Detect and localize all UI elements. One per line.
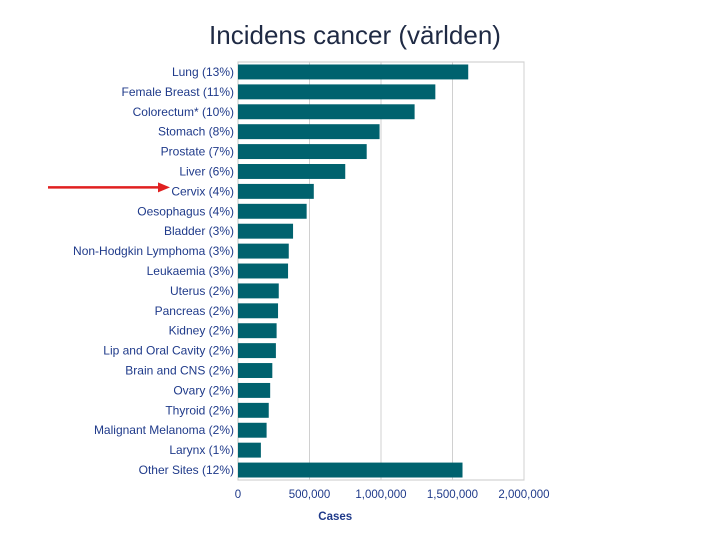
x-tick-label: 1,500,000 bbox=[427, 489, 478, 501]
category-label: Leukaemia (3%) bbox=[147, 264, 234, 278]
bar bbox=[238, 283, 279, 299]
category-label: Stomach (8%) bbox=[158, 125, 234, 139]
category-label: Ovary (2%) bbox=[173, 383, 234, 397]
category-label: Female Breast (11%) bbox=[122, 85, 234, 99]
category-label: Uterus (2%) bbox=[170, 284, 234, 298]
category-label: Lung (13%) bbox=[172, 65, 234, 79]
category-label: Larynx (1%) bbox=[169, 443, 234, 457]
bar bbox=[238, 144, 367, 160]
x-tick-label: 0 bbox=[235, 489, 241, 501]
bar bbox=[238, 402, 269, 418]
category-label: Other Sites (12%) bbox=[139, 463, 234, 477]
bar bbox=[238, 164, 346, 179]
category-label: Bladder (3%) bbox=[164, 224, 234, 238]
bar bbox=[238, 223, 294, 239]
x-tick-label: 1,000,000 bbox=[355, 489, 406, 501]
bar bbox=[238, 64, 469, 80]
bar bbox=[238, 382, 271, 398]
category-label: Malignant Melanoma (2%) bbox=[94, 423, 234, 437]
category-label: Cervix (4%) bbox=[171, 184, 234, 198]
bar bbox=[238, 104, 415, 120]
bar bbox=[238, 323, 277, 339]
bar bbox=[238, 442, 261, 458]
x-axis-title: Cases bbox=[318, 511, 352, 523]
category-label: Thyroid (2%) bbox=[165, 403, 234, 417]
bar bbox=[238, 303, 279, 319]
bar bbox=[238, 243, 289, 259]
bar bbox=[238, 183, 314, 199]
bar bbox=[238, 263, 289, 279]
category-label: Pancreas (2%) bbox=[155, 304, 234, 318]
bar bbox=[238, 363, 273, 378]
category-label: Liver (6%) bbox=[179, 164, 234, 178]
x-tick-label: 500,000 bbox=[289, 489, 331, 501]
slide-title: Incidens cancer (världen) bbox=[209, 20, 501, 50]
category-label: Oesophagus (4%) bbox=[137, 204, 234, 218]
bar bbox=[238, 422, 267, 438]
category-label: Non-Hodgkin Lymphoma (3%) bbox=[73, 244, 234, 258]
bar bbox=[238, 343, 276, 359]
highlight-arrow-head bbox=[158, 182, 170, 193]
category-label: Kidney (2%) bbox=[169, 324, 234, 338]
bar bbox=[238, 84, 436, 100]
bar bbox=[238, 203, 307, 219]
category-label: Colorectum* (10%) bbox=[133, 105, 234, 119]
category-label: Brain and CNS (2%) bbox=[125, 364, 234, 378]
bar bbox=[238, 124, 380, 140]
category-label: Lip and Oral Cavity (2%) bbox=[103, 344, 234, 358]
bar bbox=[238, 462, 463, 478]
x-tick-label: 2,000,000 bbox=[498, 489, 549, 501]
category-label: Prostate (7%) bbox=[161, 145, 234, 159]
